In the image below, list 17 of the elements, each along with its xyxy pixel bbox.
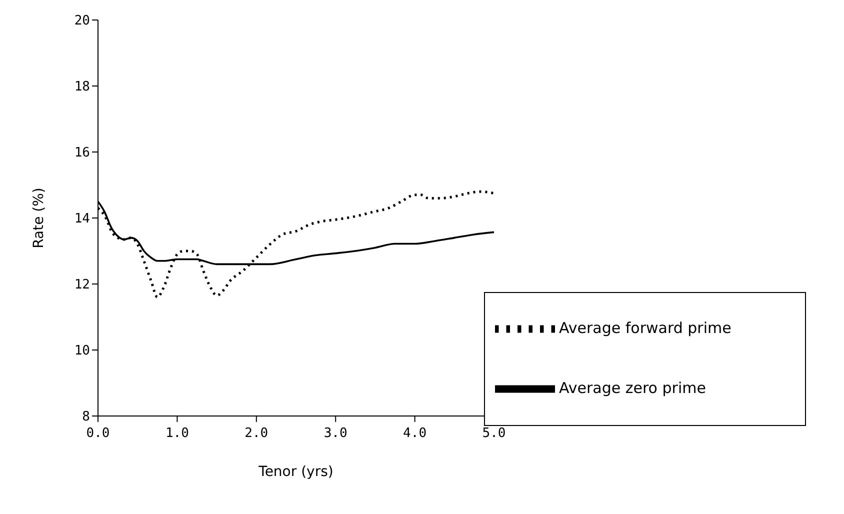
y-axis-title: Rate (%) (30, 188, 47, 248)
x-tick-label: 3.0 (324, 426, 348, 442)
y-tick-label: 14 (74, 212, 90, 227)
x-tick-label: 1.0 (165, 426, 189, 442)
y-tick-label: 18 (74, 80, 90, 95)
legend-label: Average forward prime (559, 319, 732, 338)
legend-label: Average zero prime (559, 379, 706, 398)
y-tick-label: 8 (82, 410, 90, 425)
x-tick-label: 5.0 (482, 426, 506, 442)
y-tick-label: 12 (74, 278, 90, 293)
x-tick-label: 2.0 (244, 426, 268, 442)
x-tick-label: 0.0 (86, 426, 110, 442)
y-tick-label: 16 (74, 146, 90, 161)
x-tick-label: 4.0 (403, 426, 427, 442)
x-axis-title: Tenor (yrs) (258, 464, 334, 480)
y-tick-label: 20 (74, 14, 90, 29)
y-tick-label: 10 (74, 344, 90, 359)
